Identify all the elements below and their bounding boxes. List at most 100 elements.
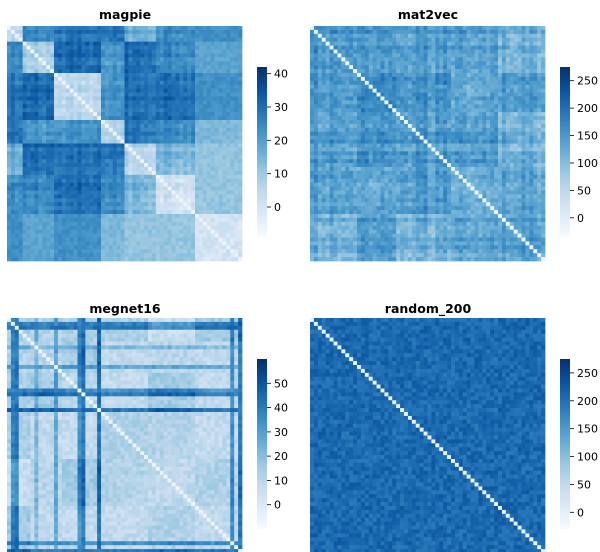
heatmap-cell — [120, 170, 125, 176]
heatmap-cell — [419, 69, 424, 74]
heatmap-cell — [443, 112, 448, 117]
heatmap-cell — [179, 159, 184, 164]
heatmap-cell — [151, 37, 157, 43]
heatmap-cell — [541, 84, 546, 90]
heatmap-cell — [144, 45, 149, 50]
heatmap-cell — [132, 233, 137, 238]
heatmap-cell — [34, 61, 39, 66]
heatmap-cell — [46, 253, 51, 258]
heatmap-cell — [175, 198, 180, 203]
heatmap-cell — [159, 182, 165, 187]
heatmap-cell — [191, 104, 196, 109]
heatmap-cell — [517, 92, 522, 97]
heatmap-cell — [120, 186, 125, 191]
heatmap-cell — [61, 186, 67, 191]
heatmap-cell — [353, 49, 358, 54]
heatmap-cell — [14, 116, 20, 121]
heatmap-cell — [171, 65, 176, 70]
heatmap-cell — [230, 194, 235, 199]
heatmap-cell — [26, 170, 31, 176]
heatmap-cell — [155, 80, 161, 86]
heatmap-cell — [163, 194, 168, 199]
heatmap-cell — [179, 29, 184, 35]
heatmap-cell — [230, 80, 235, 86]
heatmap-cell — [85, 178, 90, 184]
heatmap-cell — [230, 131, 235, 137]
heatmap-cell — [97, 151, 102, 156]
heatmap-cell — [214, 155, 219, 160]
heatmap-cell — [454, 41, 460, 46]
heatmap-cell — [183, 170, 188, 176]
heatmap-cell — [218, 155, 223, 160]
heatmap-cell — [18, 151, 24, 156]
heatmap-cell — [226, 80, 231, 86]
heatmap-cell — [505, 92, 511, 97]
heatmap-cell — [34, 167, 39, 172]
heatmap-cell — [7, 245, 12, 250]
heatmap-cell — [171, 127, 176, 133]
heatmap-cell — [7, 202, 12, 207]
heatmap-cell — [77, 45, 82, 50]
heatmap-cell — [46, 29, 51, 35]
heatmap-cell — [128, 80, 133, 86]
heatmap-cell — [34, 257, 39, 262]
heatmap-cell — [34, 225, 39, 231]
heatmap-cell — [195, 61, 200, 66]
heatmap-cell — [73, 73, 78, 78]
heatmap-cell — [206, 217, 212, 223]
heatmap-cell — [7, 76, 12, 82]
heatmap-cell — [498, 104, 503, 109]
heatmap-cell — [490, 41, 495, 46]
heatmap-cell — [116, 41, 121, 46]
heatmap-cell — [222, 229, 227, 234]
heatmap-cell — [10, 116, 16, 121]
heatmap-cell — [69, 225, 74, 231]
heatmap-cell — [81, 174, 86, 180]
heatmap-cell — [140, 88, 145, 93]
heatmap-cell — [148, 155, 153, 160]
heatmap-cell — [222, 37, 227, 43]
heatmap-cell — [54, 127, 59, 133]
heatmap-cell — [454, 33, 460, 39]
heatmap-cell — [42, 45, 47, 50]
heatmap-cell — [353, 88, 358, 93]
heatmap-cell — [384, 92, 389, 97]
heatmap-cell — [226, 65, 231, 70]
heatmap-cell — [18, 178, 24, 184]
heatmap-cell — [151, 41, 157, 46]
heatmap-cell — [10, 249, 16, 254]
heatmap-cell — [38, 151, 43, 156]
heatmap-cell — [148, 229, 153, 234]
heatmap-cell — [501, 108, 507, 113]
heatmap-cell — [191, 108, 196, 113]
heatmap-cell — [148, 33, 153, 39]
heatmap-cell — [132, 198, 137, 203]
heatmap-cell — [54, 108, 59, 113]
heatmap-cell — [159, 155, 165, 160]
heatmap-cell — [310, 29, 315, 35]
heatmap-cell — [353, 92, 358, 97]
heatmap-cell — [124, 229, 129, 234]
heatmap-cell — [54, 155, 59, 160]
heatmap-cell — [144, 198, 149, 203]
heatmap-cell — [238, 233, 243, 238]
heatmap-cell — [128, 143, 133, 148]
heatmap-cell — [222, 135, 227, 140]
heatmap-cell — [65, 206, 71, 211]
heatmap-cell — [529, 108, 534, 113]
heatmap-cell — [155, 257, 161, 262]
heatmap-cell — [57, 229, 63, 234]
heatmap-cell — [108, 76, 114, 82]
heatmap-cell — [388, 41, 393, 46]
heatmap-cell — [136, 182, 141, 187]
heatmap-cell — [30, 65, 35, 70]
heatmap-cell — [525, 80, 530, 86]
heatmap-cell — [120, 241, 125, 246]
heatmap-cell — [486, 33, 491, 39]
heatmap-cell — [310, 112, 315, 117]
heatmap-cell — [42, 135, 47, 140]
heatmap-cell — [404, 112, 409, 117]
heatmap-cell — [458, 57, 464, 62]
heatmap-cell — [360, 112, 366, 117]
